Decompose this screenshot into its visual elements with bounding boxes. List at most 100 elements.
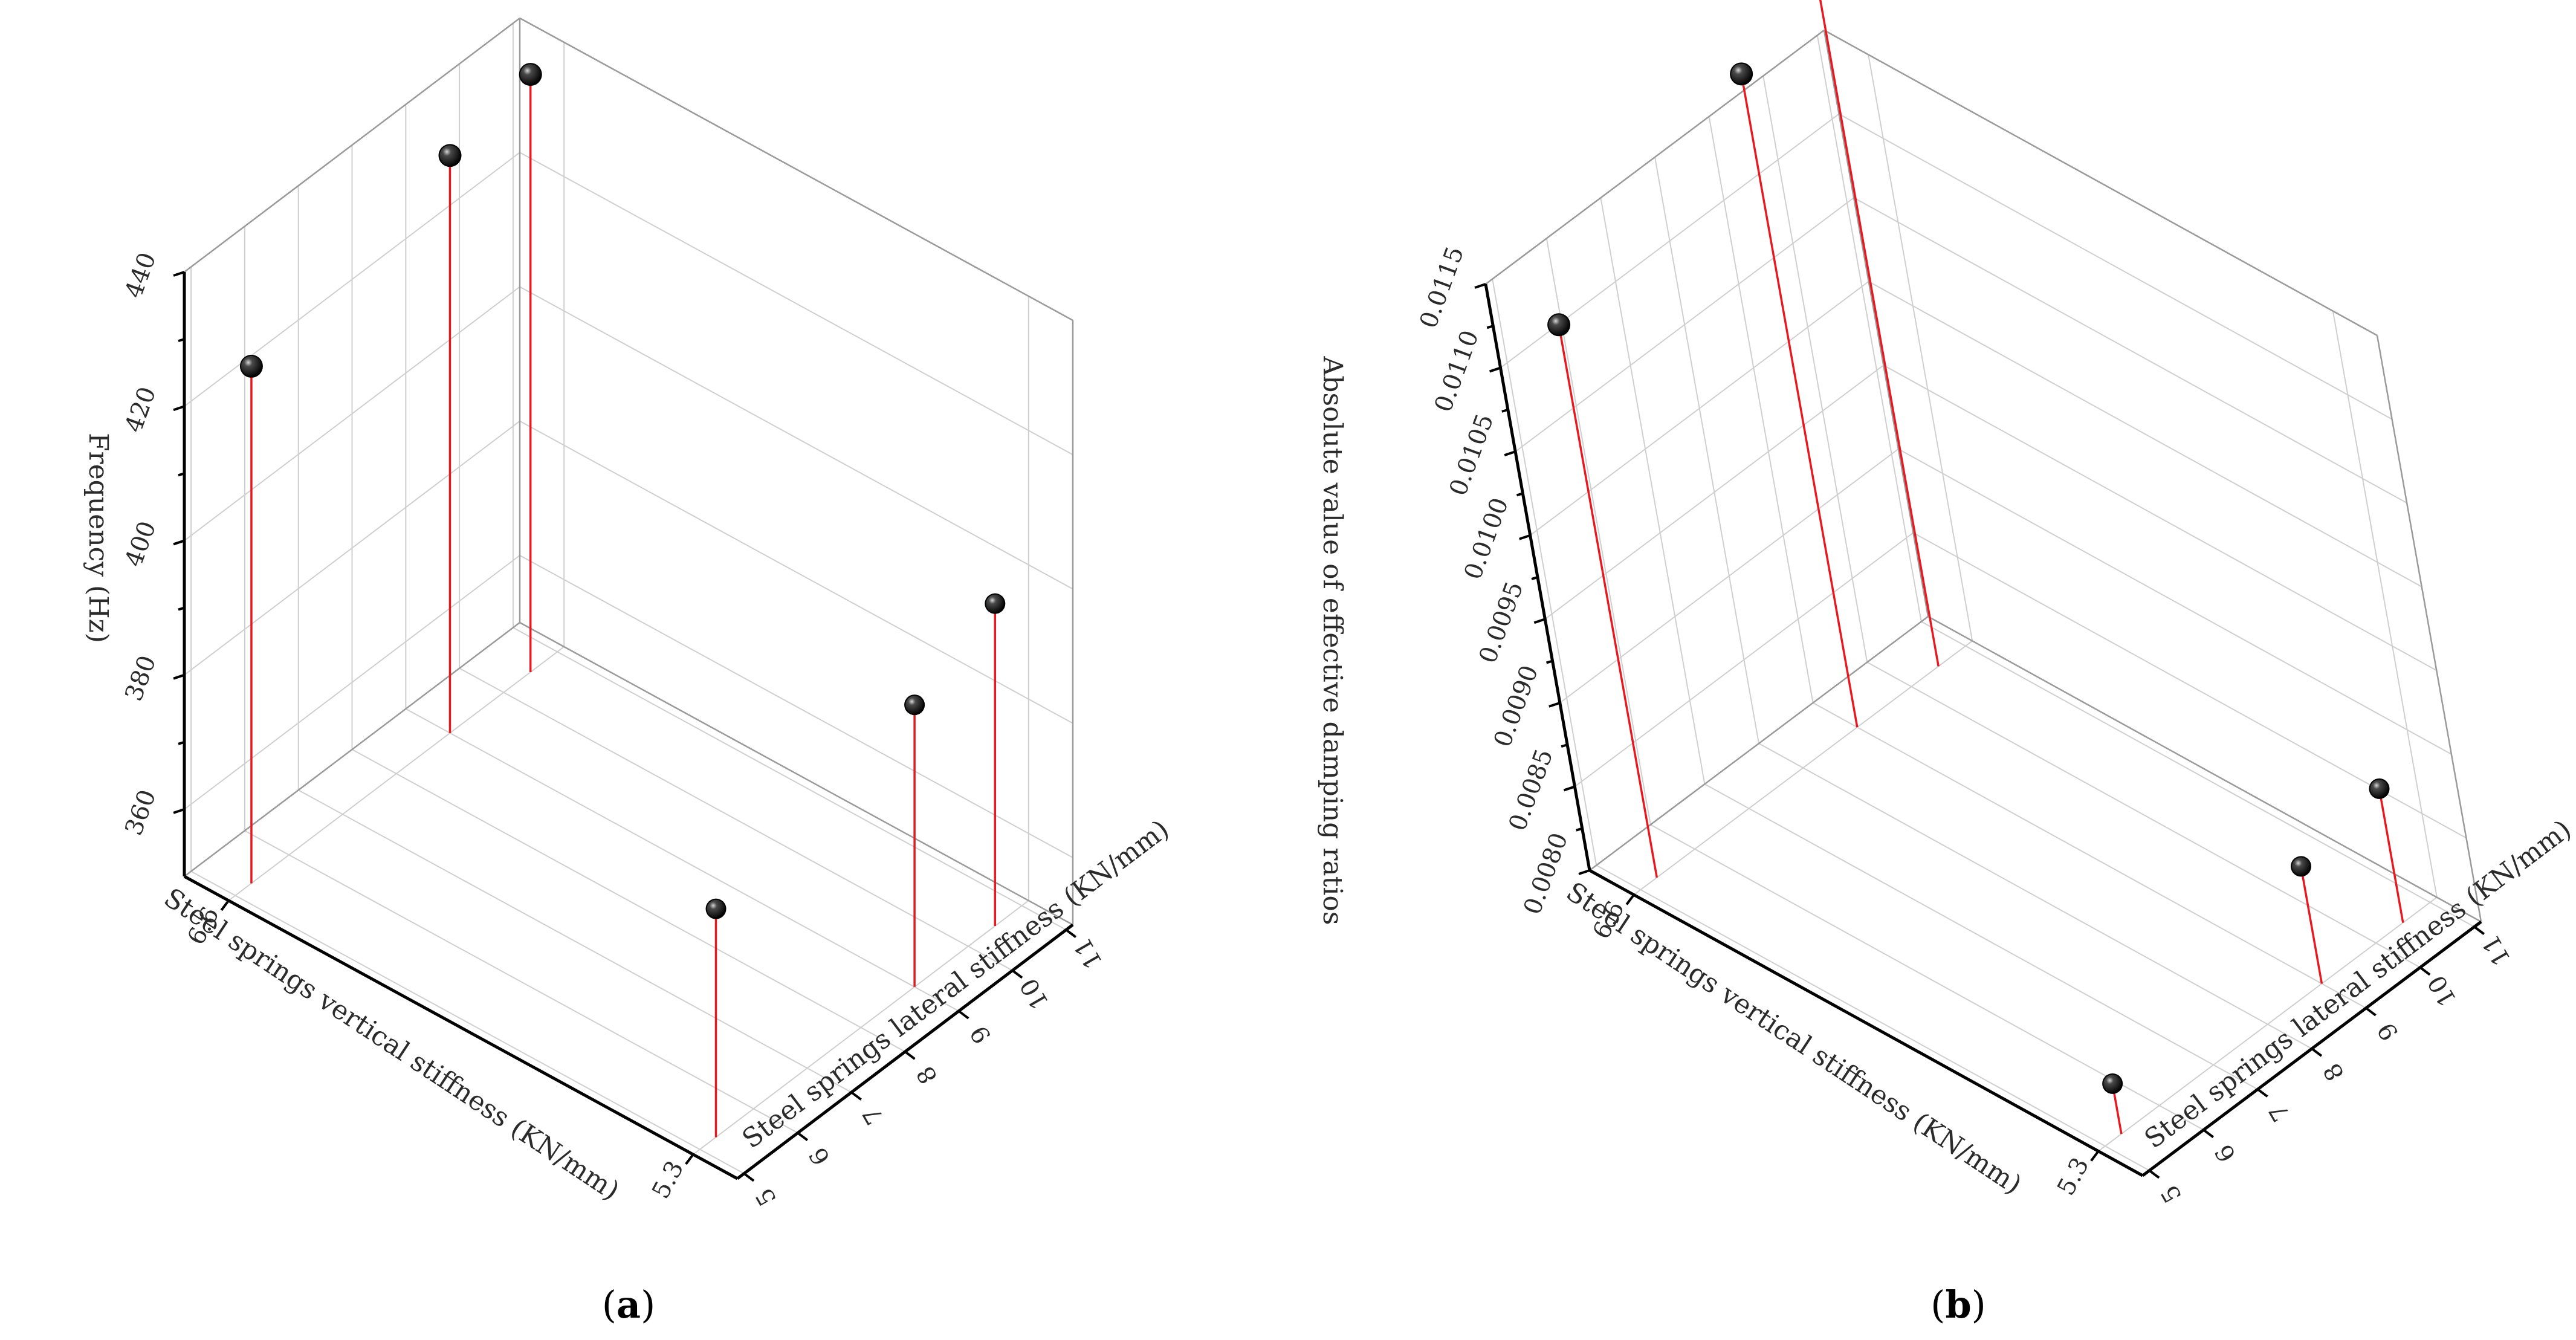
y-tick <box>743 1172 755 1182</box>
stems-layer-b <box>1558 0 2404 1134</box>
chart-panel-b: 0.00800.00850.00900.00950.01000.01050.01… <box>1317 0 2576 1327</box>
z-axis-title-a: Frequency (Hz) <box>83 433 114 643</box>
data-point-b-1 <box>1549 314 1570 335</box>
z-minor-tick <box>1516 492 1524 497</box>
data-point-a-2 <box>439 145 461 166</box>
z-tick <box>1549 701 1561 708</box>
grid-line <box>1708 116 1814 703</box>
data-point-b-6 <box>2370 779 2389 798</box>
x-tick <box>2090 1150 2100 1162</box>
y-tick <box>1065 928 1077 939</box>
grid-line <box>1853 197 2407 504</box>
grid-line <box>1868 280 2422 587</box>
y-tick <box>904 1050 916 1060</box>
z-tick-label: 380 <box>120 652 161 704</box>
y-tick-label: 11 <box>2477 930 2516 970</box>
y-tick-label: 8 <box>911 1061 943 1089</box>
grid-line <box>519 286 1073 590</box>
z-tick <box>1474 283 1486 289</box>
grid-line <box>1813 702 2367 1009</box>
x-tick-label: 5.3 <box>2052 1153 2094 1200</box>
z-tick <box>1504 450 1516 457</box>
z-minor-tick <box>1545 659 1553 664</box>
grid-line <box>519 555 1073 858</box>
y-tick-label: 9 <box>965 1021 997 1048</box>
stem-line-b-1 <box>1558 324 1659 878</box>
y-tick-label: 11 <box>1069 933 1108 973</box>
z-tick-label: 0.0115 <box>1414 243 1469 332</box>
grid-line <box>1633 640 1973 896</box>
z-tick-label: 420 <box>120 383 161 436</box>
y-tick <box>850 1091 862 1101</box>
z-tick-label: 0.0105 <box>1444 410 1499 499</box>
grid-line <box>352 749 905 1052</box>
y-tick <box>2419 966 2431 976</box>
y-tick <box>2202 1128 2215 1139</box>
grid-line <box>693 900 1029 1155</box>
x-tick <box>1625 894 1635 905</box>
caption-a: (a) <box>602 1283 656 1327</box>
y-tick <box>2311 1047 2323 1057</box>
data-point-a-6 <box>986 594 1005 613</box>
grid-line <box>2098 896 2438 1152</box>
grid-line <box>519 152 1073 456</box>
y-tick-label: 6 <box>804 1142 836 1170</box>
z-tick-label: 440 <box>120 249 161 302</box>
stems-layer-a <box>250 74 997 1138</box>
y-tick-label: 7 <box>2264 1099 2296 1126</box>
data-point-a-5 <box>905 696 924 714</box>
frame-layer-b <box>1485 29 2482 1176</box>
axes-layer-b <box>1484 283 2482 1177</box>
frame-edge <box>184 622 520 877</box>
z-tick-label: 0.0090 <box>1489 662 1544 751</box>
y-tick <box>2148 1169 2160 1179</box>
z-tick <box>1578 869 1590 875</box>
z-axis-title-b: Absolute value of effective damping rati… <box>1317 356 1348 925</box>
z-tick <box>1489 366 1501 373</box>
grid-line <box>1600 198 1706 785</box>
grid-line <box>1492 279 1597 866</box>
grid-line <box>1921 621 2475 928</box>
grid-line <box>519 420 1073 724</box>
y-tick <box>2365 1007 2377 1017</box>
frame-edge <box>1589 616 1929 871</box>
stem-line-b-3 <box>1819 0 1940 667</box>
y-tick <box>797 1131 809 1142</box>
grid-line <box>513 627 1067 931</box>
grid-line <box>1839 113 2393 420</box>
frame-edge <box>184 18 520 273</box>
y-tick-label: 5 <box>2156 1180 2188 1208</box>
z-tick <box>1533 618 1545 624</box>
z-tick-label: 0.0110 <box>1429 326 1484 415</box>
z-tick <box>173 808 185 814</box>
z-minor-tick <box>178 338 185 343</box>
grid-line <box>1816 35 1922 622</box>
grid-line <box>1704 783 2258 1090</box>
data-point-a-3 <box>520 64 541 85</box>
z-minor-tick <box>178 472 185 477</box>
grid-line <box>1866 661 2421 968</box>
grid-line <box>1868 54 1973 641</box>
stem-line-b-6 <box>2378 788 2404 923</box>
z-minor-tick <box>1531 576 1538 580</box>
x-tick <box>685 1153 694 1165</box>
x-tick <box>220 899 230 911</box>
x-axis-title-b: Steel springs vertical stiffness (KN/mm) <box>1561 876 2027 1200</box>
x-tick-label: 5.3 <box>647 1156 689 1203</box>
z-minor-tick <box>1501 408 1509 413</box>
grid-line <box>298 789 852 1093</box>
z-tick-label: 360 <box>120 786 161 839</box>
grid-line <box>1596 864 2150 1171</box>
z-tick <box>173 271 185 277</box>
points-layer-a <box>239 63 1006 919</box>
z-tick <box>173 405 185 412</box>
grid-line <box>405 708 959 1012</box>
y-axis-title-b: Steel springs lateral stiffness (KN/mm) <box>2139 814 2576 1154</box>
axes-layer-a <box>183 272 1074 1180</box>
grid-layer-a <box>184 18 1073 1174</box>
grid-line <box>1762 76 1868 662</box>
stem-line-b-5 <box>2300 866 2323 984</box>
grid-line <box>190 870 745 1174</box>
